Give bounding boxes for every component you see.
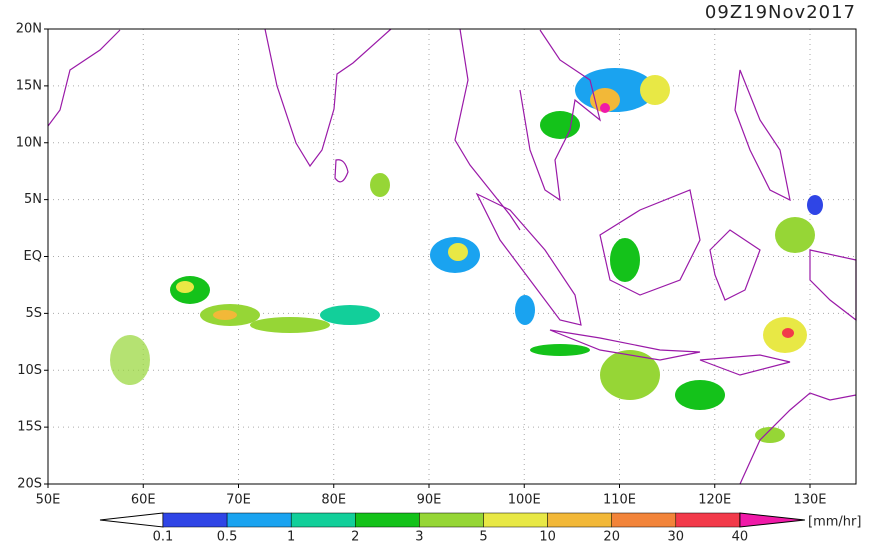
lon-label: 110E xyxy=(603,493,636,508)
lat-label: 5N xyxy=(24,192,42,207)
legend-label: 3 xyxy=(415,530,423,545)
lon-label: 70E xyxy=(226,493,251,508)
legend-swatch xyxy=(290,512,356,528)
rain-cell xyxy=(250,317,330,333)
lon-label: 50E xyxy=(36,493,61,508)
coast-sumatra xyxy=(475,192,582,326)
rain-cell xyxy=(515,295,535,325)
lon-label: 130E xyxy=(793,493,826,508)
rain-cell xyxy=(640,75,670,105)
coast-indochina xyxy=(519,29,602,202)
legend-swatch xyxy=(483,512,548,528)
lon-label: 80E xyxy=(321,493,346,508)
rain-cell xyxy=(610,238,640,282)
coast-australia xyxy=(739,392,857,485)
legend-label: 40 xyxy=(732,530,749,545)
rain-cell xyxy=(530,344,590,356)
rain xyxy=(110,68,823,443)
legend: 0.1 0.5 1 2 3 5 10 20 30 40 [mm/hr] xyxy=(99,512,861,545)
legend-swatch xyxy=(675,512,741,528)
legend-swatch xyxy=(611,512,677,528)
coast-borneo xyxy=(599,189,701,296)
legend-label: 20 xyxy=(603,530,620,545)
coast-india xyxy=(264,28,392,168)
lat-label: 15S xyxy=(17,420,42,435)
rain-cell xyxy=(807,195,823,215)
title: 09Z19Nov2017 xyxy=(705,2,856,23)
legend-unit: [mm/hr] xyxy=(808,515,861,530)
lon-label: 100E xyxy=(508,493,541,508)
coast-arabia xyxy=(47,29,121,127)
lon-label: 90E xyxy=(417,493,442,508)
legend-swatch xyxy=(226,512,292,528)
coast-sri-lanka xyxy=(334,159,349,183)
legend-swatch xyxy=(355,512,420,528)
coast-new-guinea xyxy=(809,249,857,322)
lon-label: 120E xyxy=(698,493,731,508)
lat-label: 15N xyxy=(16,78,42,93)
legend-label: 5 xyxy=(479,530,487,545)
legend-label: 0.1 xyxy=(153,530,174,545)
lat-label: EQ xyxy=(24,249,42,264)
rain-cell xyxy=(370,173,390,197)
rain-cell xyxy=(775,217,815,253)
rain-cell xyxy=(213,310,237,320)
rain-cell xyxy=(600,350,660,400)
coast-sulawesi xyxy=(709,229,761,301)
rain-cell xyxy=(600,103,610,113)
coast-myanmar xyxy=(454,28,521,231)
rain-cell xyxy=(540,111,580,139)
coast-philippines xyxy=(734,69,791,202)
legend-swatch xyxy=(162,512,228,528)
rain-cell xyxy=(755,427,785,443)
coast-java xyxy=(549,329,701,361)
lat-label: 10N xyxy=(16,135,42,150)
legend-arrow-high xyxy=(739,512,805,528)
legend-swatch xyxy=(419,512,484,528)
coastlines xyxy=(47,28,857,485)
lat-label: 5S xyxy=(25,306,42,321)
legend-swatch xyxy=(547,512,612,528)
legend-label: 1 xyxy=(287,530,295,545)
rain-cell xyxy=(675,380,725,410)
lat-label: 20S xyxy=(17,477,42,492)
rain-cell xyxy=(176,281,194,293)
lat-label: 10S xyxy=(17,363,42,378)
legend-label: 30 xyxy=(668,530,685,545)
rain-cell xyxy=(110,335,150,385)
lon-label: 60E xyxy=(131,493,156,508)
rain-cell xyxy=(590,88,620,112)
rain-cell xyxy=(448,243,468,261)
lat-label: 20N xyxy=(16,22,42,37)
coast-timor xyxy=(699,354,791,376)
rain-cell xyxy=(320,305,380,325)
legend-label: 10 xyxy=(539,530,556,545)
rain-cell xyxy=(782,328,794,338)
legend-label: 2 xyxy=(351,530,359,545)
legend-label: 0.5 xyxy=(217,530,238,545)
